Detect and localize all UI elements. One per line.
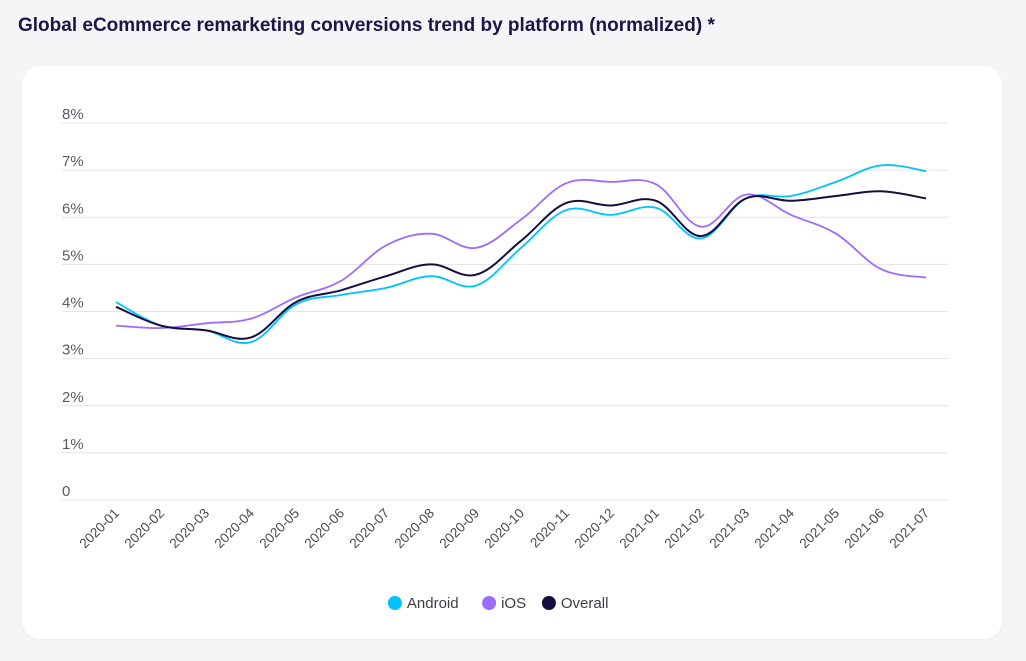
x-tick-label: 2021-03 [706, 506, 752, 552]
y-tick-label: 1% [62, 436, 84, 453]
line-chart: 01%2%3%4%5%6%7%8% 2020-01 2020-02 2020-03 2… [62, 106, 948, 612]
legend-marker [387, 596, 402, 610]
x-tick-label: 2020-06 [301, 506, 347, 552]
legend-item-ios[interactable]: iOS [482, 595, 526, 612]
x-tick-label: 2020-02 [121, 506, 167, 552]
series-line-overall [115, 190, 927, 340]
x-tick-label: 2021-02 [661, 506, 707, 552]
x-tick-label: 2020-11 [527, 506, 572, 551]
legend-marker [541, 596, 556, 610]
gridlines [62, 122, 948, 501]
x-tick-label: 2020-10 [481, 506, 527, 552]
x-tick-label: 2020-01 [76, 506, 122, 552]
x-tick-label: 2020-08 [391, 506, 437, 552]
legend-label: Overall [561, 595, 609, 612]
x-tick-label: 2020-09 [436, 506, 482, 552]
y-tick-label: 3% [62, 342, 84, 359]
legend-item-android[interactable]: Android [387, 595, 459, 612]
x-tick-label: 2021-07 [886, 506, 932, 552]
legend-label: iOS [501, 595, 526, 612]
x-tick-label: 2021-05 [796, 506, 842, 552]
x-tick-label: 2020-04 [211, 505, 257, 551]
x-tick-label: 2021-01 [616, 506, 662, 552]
series-line-ios [115, 178, 927, 329]
y-tick-label: 8% [62, 106, 84, 123]
x-tick-label: 2021-04 [751, 505, 797, 551]
series-lines [115, 164, 927, 344]
x-tick-label: 2021-06 [841, 506, 887, 552]
x-axis-ticks: 2020-01 2020-02 2020-03 2020-04 2020-05 2020-… [76, 505, 932, 551]
x-tick-label: 2020-05 [256, 506, 302, 552]
y-tick-label: 7% [62, 153, 84, 170]
y-tick-label: 5% [62, 247, 84, 264]
chart-card: 0 1% 2% 3% 4% 5% 6% 7% 8% 2020-01 2020-02 2020-03 2… [22, 66, 1002, 639]
y-tick-label: 2% [62, 389, 84, 406]
y-tick-label: 4% [62, 295, 84, 312]
x-tick-label: 2020-12 [571, 506, 617, 552]
legend-item-overall[interactable]: Overall [541, 595, 609, 612]
legend-label: Android [407, 595, 459, 612]
y-tick-label: 0 [62, 483, 70, 500]
chart-title: Global eCommerce remarketing conversions… [18, 15, 715, 36]
x-tick-label: 2020-03 [166, 506, 212, 552]
legend-marker [482, 596, 497, 610]
legend[interactable]: Android iOS Overall [387, 595, 609, 612]
series-line-android [115, 164, 927, 344]
x-tick-label: 2020-07 [346, 506, 392, 552]
y-tick-label: 6% [62, 200, 84, 217]
y-axis-ticks: 0 1% 2% 3% 4% 5% 6% 7% 8% [62, 106, 84, 500]
